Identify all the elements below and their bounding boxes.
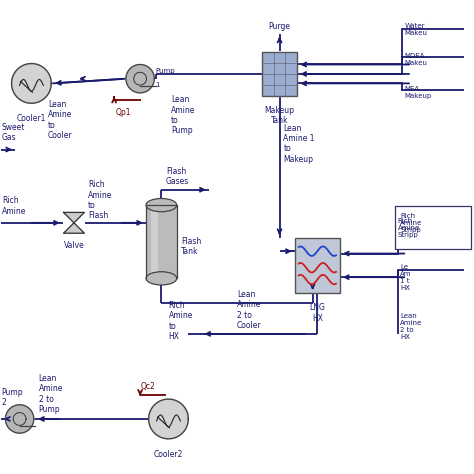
Polygon shape: [11, 64, 51, 103]
Text: Rich
Amine
Stripp: Rich Amine Stripp: [398, 218, 420, 237]
Text: Cooler2: Cooler2: [154, 450, 183, 459]
Bar: [146, 205, 177, 278]
Text: Makeup
Tank: Makeup Tank: [264, 106, 294, 126]
Bar: [262, 52, 297, 96]
Text: Lean
Amine
2 to
Pump: Lean Amine 2 to Pump: [38, 374, 63, 414]
Ellipse shape: [146, 272, 177, 285]
Text: Lean
Amine
to
Cooler: Lean Amine to Cooler: [48, 100, 73, 140]
Text: Rich
Amine
to
Flash: Rich Amine to Flash: [88, 180, 112, 220]
Text: Lean
Amine
2 to
Cooler: Lean Amine 2 to Cooler: [237, 290, 262, 330]
Polygon shape: [149, 399, 188, 439]
Text: Sweet
Gas: Sweet Gas: [1, 123, 25, 143]
Text: Pump: Pump: [155, 68, 175, 74]
Text: Lean
Amine 1
to
Makeup: Lean Amine 1 to Makeup: [283, 124, 315, 164]
Text: Flash
Tank: Flash Tank: [181, 237, 201, 256]
Bar: [151, 205, 158, 278]
Text: Rich
Amine: Rich Amine: [2, 196, 27, 216]
Text: MDEA
Makeu: MDEA Makeu: [405, 53, 428, 66]
Text: MEA
Makeup: MEA Makeup: [405, 86, 432, 100]
Text: 1: 1: [155, 82, 160, 89]
Bar: [395, 206, 471, 249]
Polygon shape: [126, 64, 155, 93]
Text: Valve: Valve: [64, 241, 84, 250]
Text: Pump
2: Pump 2: [1, 388, 23, 407]
Text: Qp1: Qp1: [116, 108, 131, 117]
Text: Purge: Purge: [269, 22, 291, 31]
Text: Water
Makeu: Water Makeu: [405, 23, 428, 36]
Text: LNG
HX: LNG HX: [310, 303, 325, 323]
Text: Flash
Gases: Flash Gases: [166, 166, 189, 186]
Text: Qc2: Qc2: [141, 382, 156, 391]
Polygon shape: [5, 405, 34, 433]
Text: Lean
Amine
2 to
HX: Lean Amine 2 to HX: [400, 313, 422, 340]
Bar: [295, 238, 340, 292]
Text: Le
Am
1 t
HX: Le Am 1 t HX: [400, 264, 411, 291]
Text: Cooler1: Cooler1: [17, 114, 46, 123]
Ellipse shape: [146, 199, 177, 212]
Text: Rich
Amine
to
HX: Rich Amine to HX: [168, 301, 193, 341]
Text: Lean
Amine
to
Pump: Lean Amine to Pump: [171, 95, 195, 136]
Polygon shape: [64, 212, 84, 233]
Text: Rich
Amine
Stripp: Rich Amine Stripp: [400, 213, 422, 233]
